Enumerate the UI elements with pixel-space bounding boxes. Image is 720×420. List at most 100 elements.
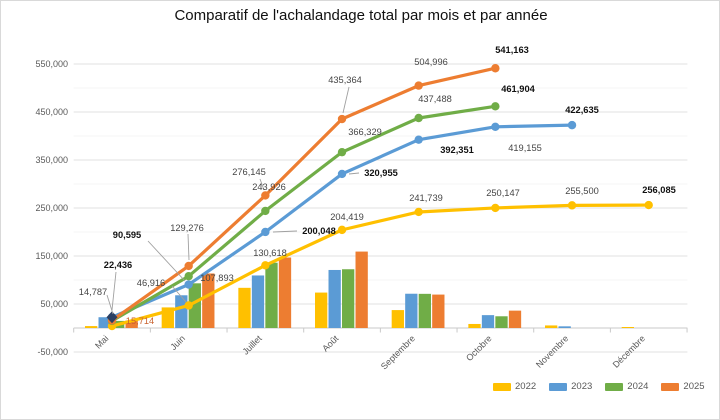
point-2025-juin[interactable] <box>184 261 193 271</box>
data-label-2025-juillet: 276,145 <box>232 167 266 177</box>
bar-2024-octobre[interactable] <box>495 316 508 328</box>
data-label-2024-août: 366,329 <box>348 127 382 137</box>
bar-2023-juillet[interactable] <box>251 275 265 328</box>
data-label-2023-juin: 90,595 <box>113 230 141 240</box>
chart-legend: 2022 2023 2024 2025 <box>493 381 705 392</box>
line-series-2022 <box>107 200 653 331</box>
x-axis-label-juillet: Juillet <box>240 333 264 357</box>
point-2024-octobre[interactable] <box>491 102 500 111</box>
point-2022-novembre[interactable] <box>567 201 577 210</box>
bar-2022-mai[interactable] <box>85 326 98 328</box>
y-axis-tick-label: 50,000 <box>40 299 68 309</box>
data-label-2024-mai: 14,787 <box>79 287 107 297</box>
data-label-2023-octobre: 419,155 <box>508 143 542 153</box>
bar-2023-octobre[interactable] <box>481 315 495 328</box>
legend-item-2024[interactable]: 2024 <box>605 381 648 392</box>
point-2024-juin[interactable] <box>184 272 193 281</box>
x-axis-label-mai: Mai <box>93 333 110 350</box>
bar-2023-août[interactable] <box>328 269 341 328</box>
y-axis-tick-label: 550,000 <box>35 59 68 69</box>
point-2024-juillet[interactable] <box>261 206 270 216</box>
bar-2023-novembre[interactable] <box>558 326 571 328</box>
y-axis-tick-label: 150,000 <box>35 251 68 261</box>
data-label-2025-juin: 129,276 <box>170 223 204 233</box>
point-2025-juillet[interactable] <box>261 191 270 200</box>
data-label-2025-octobre: 541,163 <box>495 45 529 55</box>
bar-2024-septembre[interactable] <box>418 293 431 328</box>
legend-swatch-icon-2023 <box>549 382 568 391</box>
bar-2022-novembre[interactable] <box>545 325 558 328</box>
legend-label-2024: 2024 <box>627 381 649 392</box>
data-label-2022-décembre: 256,085 <box>642 185 676 195</box>
x-axis-label-octobre: Octobre <box>464 333 494 363</box>
legend-swatch-icon-2025 <box>661 382 680 391</box>
data-label-2023-mai: 22,436 <box>104 260 132 270</box>
point-2023-août[interactable] <box>337 169 347 179</box>
point-2023-octobre[interactable] <box>491 122 500 132</box>
data-label-2023-novembre: 422,635 <box>565 105 599 115</box>
highlighted-point-diamond[interactable] <box>106 311 118 324</box>
point-2023-novembre[interactable] <box>567 120 577 130</box>
bar-2025-juin[interactable] <box>202 273 215 328</box>
y-axis-labels: -50,000 50,000 150,000 250,000 350,000 450,00… <box>35 59 68 357</box>
legend-item-2025[interactable]: 2025 <box>661 381 705 392</box>
line-2024 <box>110 104 497 323</box>
y-axis-tick-label: 250,000 <box>35 203 68 213</box>
line-series-2025 <box>107 64 500 325</box>
bar-2024-août[interactable] <box>342 269 355 328</box>
bar-2022-septembre[interactable] <box>391 310 404 328</box>
point-2022-juillet[interactable] <box>261 261 270 270</box>
x-axis-label-août: Août <box>320 333 341 354</box>
point-2024-août[interactable] <box>337 147 347 157</box>
bar-2023-juin[interactable] <box>175 295 188 328</box>
point-2023-juin[interactable] <box>184 280 193 289</box>
label-leader <box>171 285 187 303</box>
data-label-2022-juin: 46,916 <box>137 278 165 288</box>
data-label-2025-septembre: 504,996 <box>414 57 448 67</box>
point-2022-octobre[interactable] <box>491 203 500 213</box>
point-2025-octobre[interactable] <box>491 64 500 73</box>
point-2022-décembre[interactable] <box>644 200 653 210</box>
legend-swatch-icon-2024 <box>605 382 624 391</box>
label-leader <box>147 240 186 282</box>
bar-2025-septembre[interactable] <box>432 294 445 328</box>
point-2022-juin[interactable] <box>184 301 193 310</box>
data-label-2025-août: 435,364 <box>328 75 362 85</box>
bar-2022-juillet[interactable] <box>238 287 251 328</box>
bar-2025-mai[interactable] <box>125 320 138 328</box>
legend-item-2023[interactable]: 2023 <box>549 381 592 392</box>
label-leader <box>111 271 117 311</box>
label-leader <box>259 178 265 191</box>
bar-2023-septembre[interactable] <box>405 293 418 328</box>
y-axis-tick-label: 450,000 <box>35 107 68 117</box>
bar-2022-octobre[interactable] <box>468 323 481 328</box>
point-2022-septembre[interactable] <box>414 207 423 217</box>
bar-2025-octobre[interactable] <box>508 310 522 328</box>
bar-2025-juillet[interactable] <box>278 257 292 328</box>
point-2025-septembre[interactable] <box>414 81 423 90</box>
point-2023-juillet[interactable] <box>261 227 270 237</box>
data-label-2023-août: 320,955 <box>364 168 398 178</box>
point-2022-août[interactable] <box>337 225 347 235</box>
bar-2024-juin[interactable] <box>188 283 201 328</box>
bars-group <box>85 251 634 328</box>
bar-2025-août[interactable] <box>355 251 368 328</box>
bar-2024-juillet[interactable] <box>265 262 278 328</box>
line-2022 <box>110 203 651 328</box>
data-label-2022-novembre: 255,500 <box>565 186 599 196</box>
x-axis-label-juin: Juin <box>168 333 187 352</box>
bar-2022-août[interactable] <box>315 292 328 328</box>
label-leader <box>106 294 114 315</box>
point-2023-septembre[interactable] <box>414 135 423 144</box>
point-2025-août[interactable] <box>337 114 347 124</box>
bar-2022-décembre[interactable] <box>621 327 634 328</box>
x-axis-ticks <box>73 328 688 333</box>
bar-2023-mai[interactable] <box>98 317 111 328</box>
label-leader <box>187 233 190 261</box>
data-label-2023-juillet: 200,048 <box>302 226 336 236</box>
legend-label-2023: 2023 <box>571 381 593 392</box>
point-2024-septembre[interactable] <box>414 113 423 123</box>
legend-item-2022[interactable]: 2022 <box>493 381 536 392</box>
line-2025 <box>110 66 497 323</box>
